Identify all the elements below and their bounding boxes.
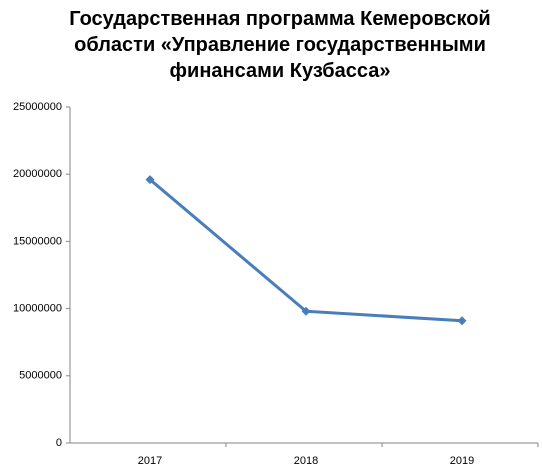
x-tick-label: 2017 [138,455,162,467]
series-line [149,178,463,323]
chart-title: Государственная программа Кемеровской об… [69,8,491,82]
y-tick-label: 5000000 [19,370,62,382]
data-point [145,175,155,185]
y-tick-label: 15000000 [13,235,62,247]
y-tick-label: 0 [56,437,62,449]
data-point [301,306,311,316]
data-point [457,316,467,326]
y-tick-label: 20000000 [13,168,62,180]
x-tick-label: 2019 [450,455,474,467]
y-tick-label: 10000000 [13,303,62,315]
x-tick-label: 2018 [294,455,318,467]
y-tick-label: 25000000 [13,101,62,113]
